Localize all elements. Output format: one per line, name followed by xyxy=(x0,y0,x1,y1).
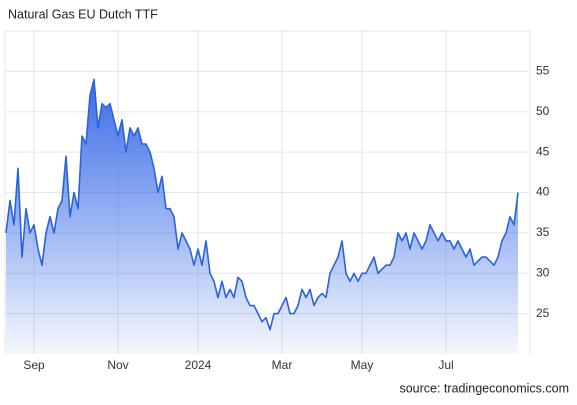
x-tick-label: Jul xyxy=(438,358,453,372)
y-tick-label: 55 xyxy=(536,64,550,78)
y-tick-label: 35 xyxy=(536,225,550,239)
source: source: tradingeconomics.com xyxy=(399,381,569,395)
y-tick-label: 30 xyxy=(536,265,550,279)
x-tick-label: Nov xyxy=(107,358,128,372)
x-tick-label: May xyxy=(351,358,374,372)
line xyxy=(5,78,519,331)
y-tick-label: 25 xyxy=(536,306,550,320)
y-tick-label: 40 xyxy=(536,185,550,199)
y-tick-label: 45 xyxy=(536,144,550,158)
area xyxy=(6,79,518,355)
chart-title: Natural Gas EU Dutch TTF xyxy=(8,7,158,21)
x-tick-label: Mar xyxy=(272,358,293,372)
y-tick-label: 50 xyxy=(536,104,550,118)
x-tick-label: 2024 xyxy=(185,358,212,372)
x-tick-label: Sep xyxy=(23,358,45,372)
